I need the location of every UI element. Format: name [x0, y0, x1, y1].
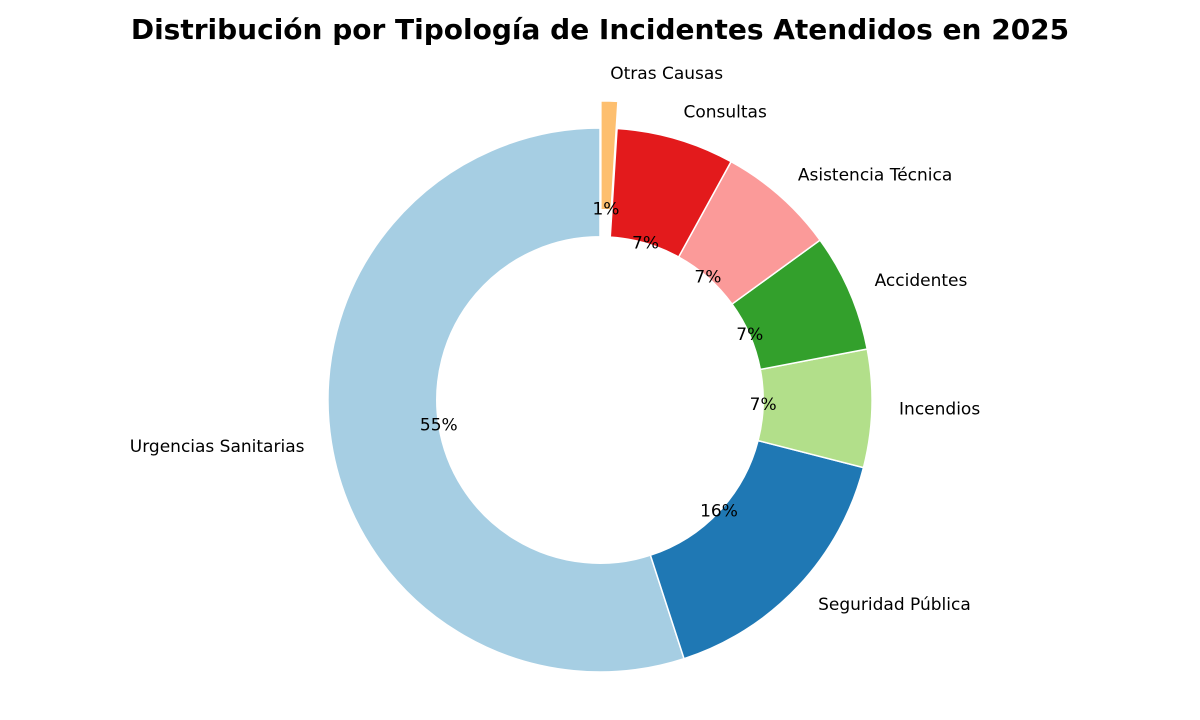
value-label: 16% [700, 502, 738, 522]
slice-label: Asistencia Técnica [798, 166, 952, 186]
slice-label: Incendios [899, 399, 980, 419]
value-label: 1% [592, 200, 619, 220]
value-label: 55% [420, 416, 458, 436]
donut-slice [327, 127, 685, 673]
slice-label: Urgencias Sanitarias [130, 437, 305, 457]
slice-label: Seguridad Pública [818, 595, 971, 615]
value-label: 7% [736, 325, 763, 345]
donut-slice [609, 127, 733, 259]
value-label: 7% [694, 268, 721, 288]
slice-label: Accidentes [875, 271, 968, 291]
slice-label: Otras Causas [610, 64, 723, 84]
value-label: 7% [750, 395, 777, 415]
donut-slice [600, 100, 619, 211]
value-label: 7% [632, 233, 659, 253]
slice-label: Consultas [683, 103, 766, 123]
chart-title: Distribución por Tipología de Incidentes… [131, 13, 1069, 46]
donut-slice [649, 439, 865, 660]
